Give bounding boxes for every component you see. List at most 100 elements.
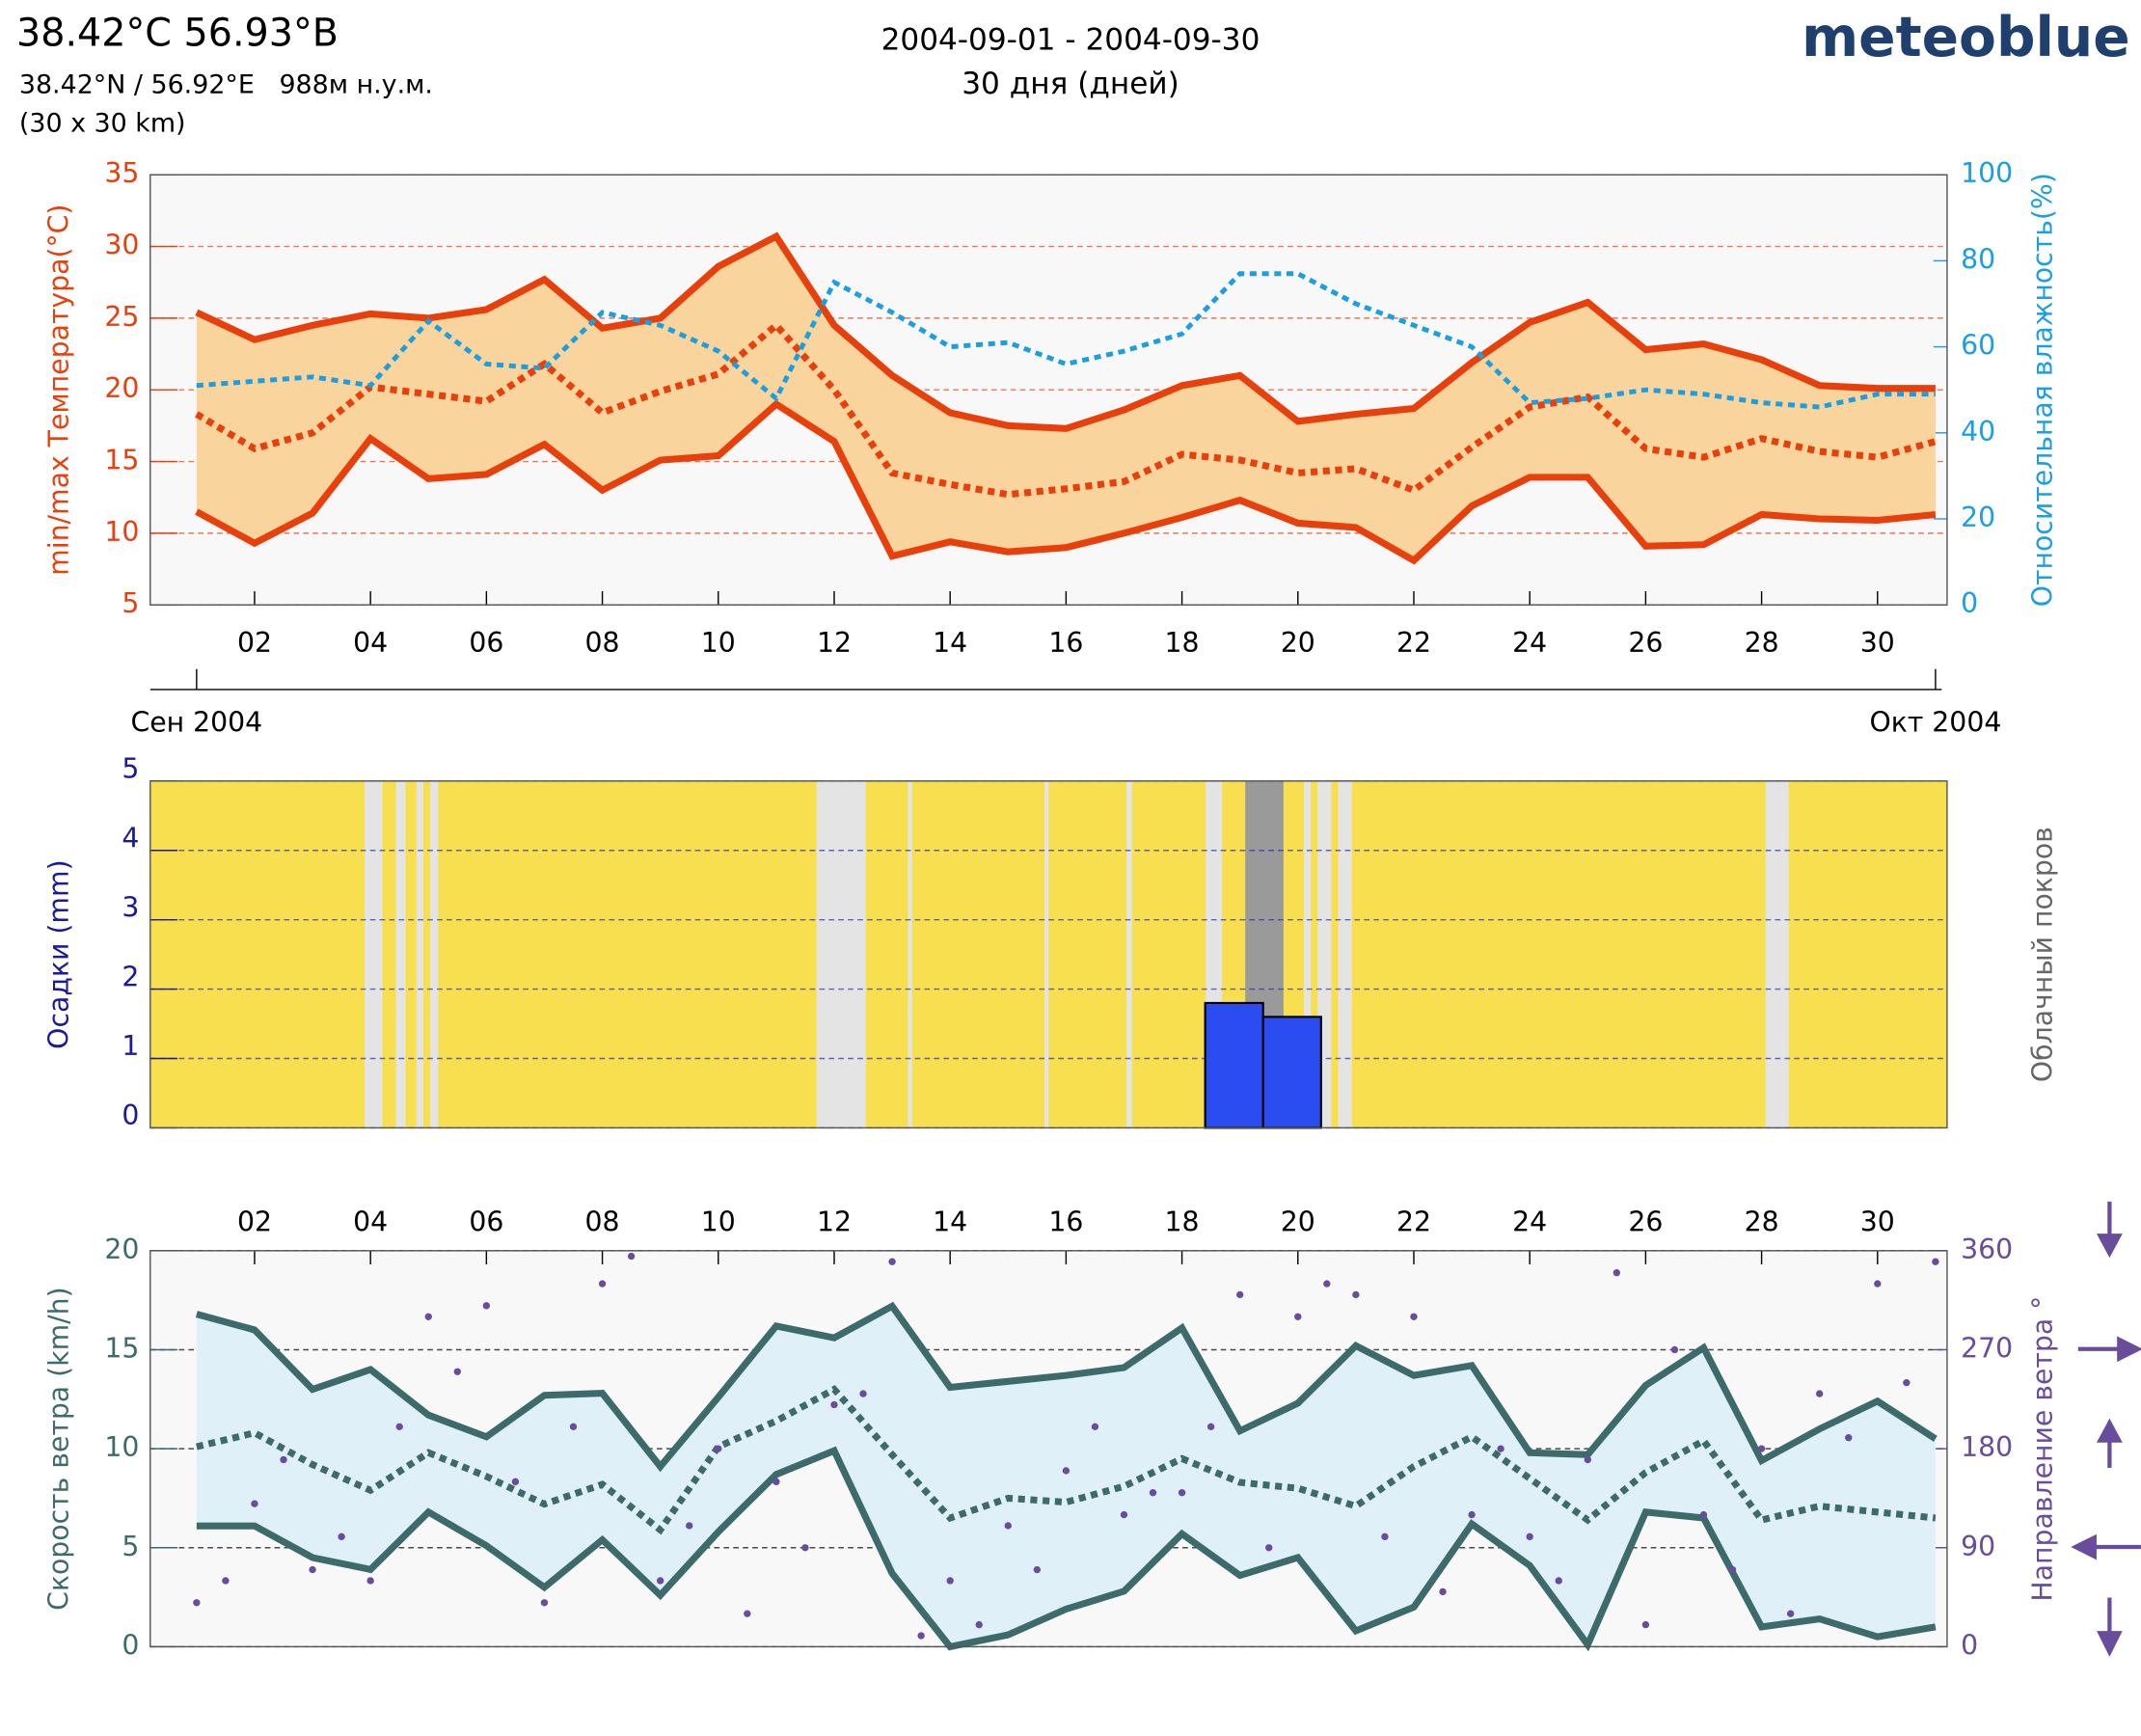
y2-tick-label: 20 [1961,502,1995,533]
x-tick-label: 18 [1165,627,1200,659]
x-tick-label: 10 [701,1207,736,1238]
x-tick-label: 18 [1165,1207,1200,1238]
y-tick-label: 20 [104,372,139,404]
direction-dot [1845,1434,1853,1442]
direction-dot [540,1599,549,1607]
direction-dot [251,1500,258,1507]
dotted-line [196,1385,1937,1535]
y2-tick-label: 270 [1961,1332,2013,1364]
direction-dot [569,1423,578,1430]
direction-dot [1439,1587,1447,1596]
direction-dot [1206,1423,1215,1430]
cloud-stripe [1304,780,1312,1128]
direction-dot [1584,1455,1591,1464]
location: 38.42°N / 56.92°E 988м н.у.м. [19,70,433,100]
cloud-stripe [395,780,406,1128]
x-tick-label: 22 [1396,1207,1431,1238]
x-tick-label: 30 [1860,1207,1895,1238]
precip-bar [1261,1016,1322,1129]
direction-dot [1294,1313,1302,1320]
y-tick-label: 2 [122,961,139,992]
y-tick-label: 30 [104,230,139,261]
y-tick-label: 35 [104,157,139,189]
direction-dot [1932,1258,1939,1265]
cloud-stripe [1044,780,1049,1128]
direction-dot [1062,1467,1070,1475]
direction-dot [1641,1620,1650,1629]
x-tick-label: 12 [817,1207,852,1238]
line [195,231,1936,432]
plot-frame [149,174,1948,606]
x-tick-label: 04 [353,1207,388,1238]
direction-dot [222,1577,230,1585]
period: 2004-09-01 - 2004-09-30 [881,22,1260,57]
y2-tick-label: 40 [1961,416,1995,448]
direction-dot [1728,1565,1737,1574]
y-axis-label: Скорость ветра (km/h) [42,1287,74,1611]
y-tick-label: 20 [104,1234,139,1265]
x-tick-label: 20 [1281,627,1315,659]
cloud-stripe [816,780,866,1128]
direction-dot [280,1455,287,1464]
direction-dot [715,1445,722,1452]
direction-dot [946,1577,954,1585]
direction-dot [395,1423,403,1430]
y-tick-label: 10 [104,516,139,548]
line [195,399,1937,565]
direction-dot [1468,1510,1476,1519]
direction-dot [744,1610,751,1617]
direction-dot [1265,1544,1273,1552]
direction-dot [1033,1565,1042,1574]
direction-dot [1786,1610,1795,1617]
wind-panel: 0 5 10 15 20 0 90 180 270 360 Скорость ветра (km/h… [42,1207,2058,1662]
direction-dot [1091,1423,1099,1430]
direction-dot [511,1478,520,1486]
month-label: Окт 2004 [1869,706,2001,738]
direction-dot [366,1577,374,1585]
y2-axis-label: Облачный покров [2026,827,2058,1082]
x-tick-label: 08 [585,627,620,659]
y2-tick-label: 360 [1961,1234,2013,1265]
cloud-stripe [1338,780,1352,1128]
y2-tick-label: 0 [1961,1629,1978,1661]
direction-arrows [2071,1201,2141,1657]
min-max-band [196,1306,1936,1647]
y2-axis-label: Относительная влажность(%) [2026,173,2058,607]
cloud-stripe [1765,780,1789,1128]
direction-dot [686,1522,693,1530]
title-coords: 38.42°C 56.93°B [16,11,339,55]
x-tick-label: 26 [1628,627,1663,659]
cloud-stripe [416,780,423,1128]
direction-dot [917,1632,925,1640]
direction-dot [1699,1510,1708,1519]
x-tick-label: 02 [237,1207,272,1238]
y-tick-label: 5 [122,1531,139,1562]
direction-dot [1903,1379,1911,1387]
y-tick-label: 5 [122,752,139,784]
y-tick-label: 5 [122,587,139,619]
x-tick-label: 06 [469,627,503,659]
plot-frame [149,1250,1948,1648]
direction-dot [482,1302,491,1310]
cloud-stripe [365,780,383,1128]
x-tick-label: 14 [933,627,967,659]
direction-dot [1613,1268,1621,1277]
direction-dot [1874,1280,1882,1288]
direction-dot [309,1565,316,1574]
x-tick-label: 28 [1745,1207,1779,1238]
x-tick-label: 14 [933,1207,967,1238]
cloud-stripe [908,780,912,1128]
y-axis-label: min/max Температура(°C) [42,204,74,576]
y-tick-label: 15 [104,1332,139,1364]
days: 30 дня (дней) [962,67,1179,101]
y-tick-label: 4 [122,822,139,854]
direction-dot [801,1544,809,1552]
x-tick-label: 28 [1745,627,1779,659]
y2-tick-label: 80 [1961,243,1995,275]
direction-dot [338,1533,345,1541]
direction-dot [1757,1445,1766,1452]
x-tick-label: 26 [1628,1207,1663,1238]
x-tick-label: 08 [585,1207,620,1238]
y-tick-label: 10 [104,1431,139,1463]
